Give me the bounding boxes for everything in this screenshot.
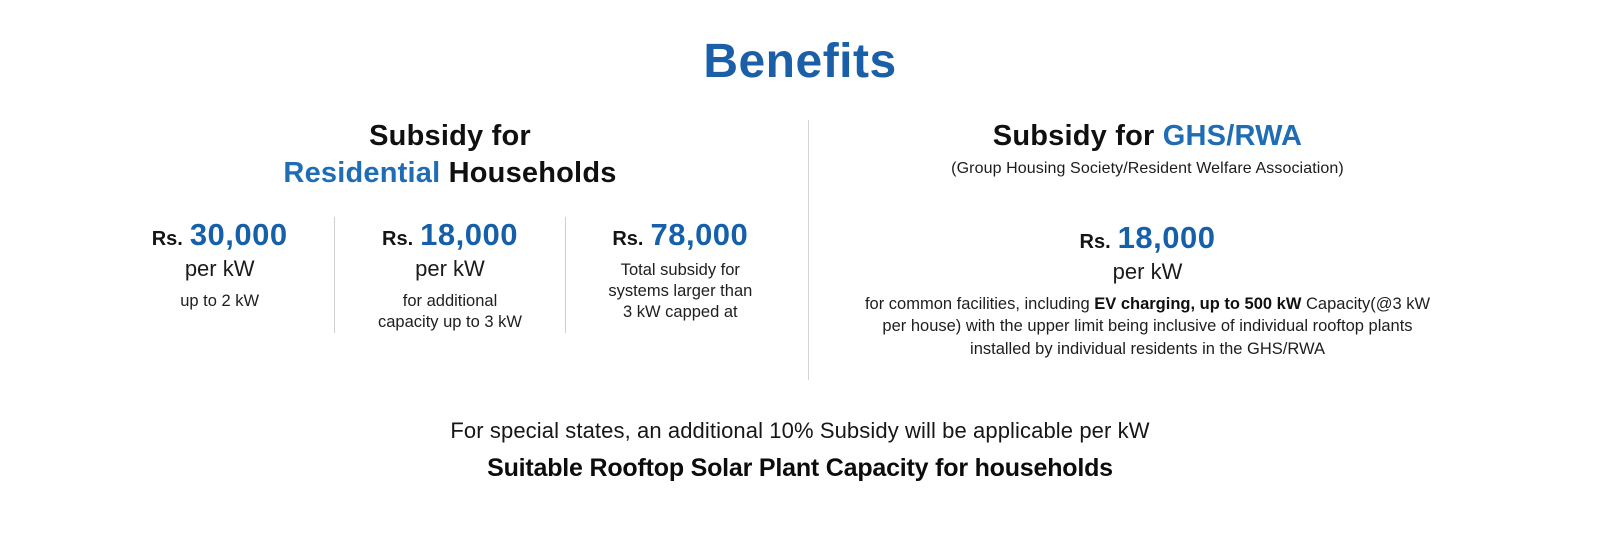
rooftop-capacity-subheading: Suitable Rooftop Solar Plant Capacity fo…: [487, 454, 1113, 482]
ghs-rwa-amount-row: Rs. 18,000: [1080, 220, 1216, 256]
subsidy-tier-1-amount: 30,000: [189, 217, 288, 253]
column-divider: [334, 217, 336, 334]
residential-heading-line1: Subsidy for: [369, 120, 531, 152]
ghs-rwa-section-heading: Subsidy for GHS/RWA: [855, 118, 1440, 155]
ghs-rwa-heading-prefix: Subsidy for: [992, 120, 1163, 152]
ghs-rwa-desc-suffix: Capacity(@3 kW per house) with the upper…: [882, 294, 1431, 359]
subsidy-tier-3: Rs. 78,000 Total subsidy for systems lar…: [566, 217, 795, 333]
subsidy-tier-3-desc: Total subsidy for systems larger than 3 …: [608, 261, 753, 322]
subsidy-tier-1-desc: up to 2 kW: [180, 292, 260, 311]
subsidy-tier-2-desc: for additional capacity up to 3 kW: [378, 292, 522, 332]
footer: For special states, an additional 10% Su…: [0, 418, 1600, 483]
subsidy-tier-3-amount: 78,000: [650, 217, 749, 253]
residential-subsidy-stats: Rs. 30,000 per kW up to 2 kW Rs. 18,000 …: [105, 217, 795, 334]
residential-subsidy-section: Subsidy for Residential Households Rs. 3…: [105, 118, 795, 334]
column-divider: [564, 217, 566, 334]
residential-heading-rest: Households: [440, 156, 617, 189]
subsidy-tier-2-amount: 18,000: [420, 217, 518, 253]
ghs-rwa-desc: for common facilities, including EV char…: [859, 293, 1437, 361]
subsidy-tier-2-unit: per kW: [415, 256, 485, 282]
ghs-rwa-desc-bold: EV charging, up to 500 kW: [1094, 294, 1302, 313]
section-divider: [808, 120, 809, 380]
subsidy-tier-2: Rs. 18,000 per kW for additional capacit…: [335, 217, 564, 333]
subsidy-tier-1-amount-row: Rs. 30,000: [152, 217, 288, 253]
currency-label: Rs.: [1079, 230, 1111, 253]
ghs-rwa-subsidy-section: Subsidy for GHS/RWA (Group Housing Socie…: [855, 118, 1440, 361]
residential-heading-accent: Residential: [283, 156, 441, 189]
special-states-note: For special states, an additional 10% Su…: [450, 418, 1150, 443]
page-title: Benefits: [703, 35, 897, 88]
currency-label: Rs.: [382, 228, 414, 251]
subsidy-tier-3-amount-row: Rs. 78,000: [612, 217, 748, 253]
ghs-rwa-heading-accent: GHS/RWA: [1162, 120, 1303, 152]
ghs-rwa-unit: per kW: [1112, 258, 1183, 284]
ghs-rwa-desc-prefix: for common facilities, including: [864, 294, 1095, 313]
currency-label: Rs.: [151, 228, 183, 251]
currency-label: Rs.: [612, 228, 644, 251]
subsidy-tier-1: Rs. 30,000 per kW up to 2 kW: [105, 217, 334, 333]
ghs-rwa-amount: 18,000: [1117, 219, 1216, 255]
subsidy-tier-2-amount-row: Rs. 18,000: [382, 217, 518, 253]
ghs-rwa-section-subtitle: (Group Housing Society/Resident Welfare …: [951, 159, 1344, 177]
residential-section-heading: Subsidy for Residential Households: [105, 118, 795, 191]
subsidy-tier-1-unit: per kW: [184, 256, 255, 282]
